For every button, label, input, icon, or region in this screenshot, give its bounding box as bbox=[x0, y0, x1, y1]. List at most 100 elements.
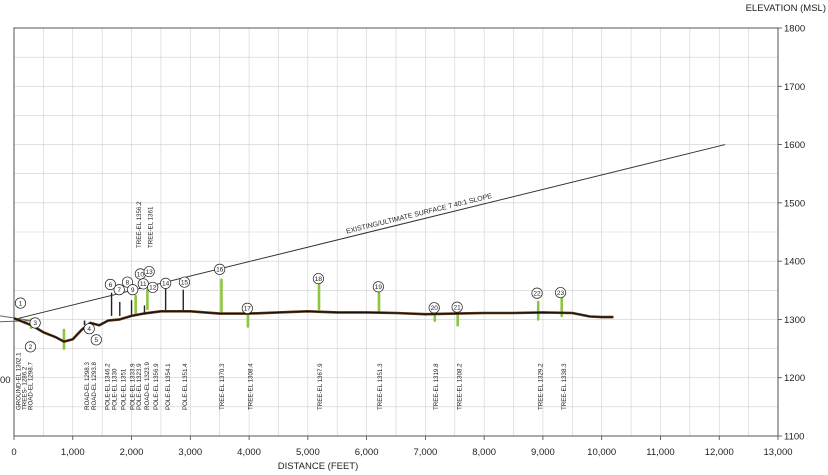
obstruction-label: ROAD-EL 1298.7 bbox=[28, 362, 35, 410]
x-tick-label: 2,000 bbox=[120, 447, 144, 458]
obstruction-label: POLE-EL 1351 bbox=[120, 368, 127, 410]
x-tick-label: 11,000 bbox=[646, 447, 674, 458]
obstruction-label: TREE-EL 1308.4 bbox=[247, 363, 254, 410]
callout-circle bbox=[113, 284, 125, 296]
x-tick-label: 6,000 bbox=[355, 447, 379, 458]
x-tick-label: 13,000 bbox=[763, 447, 792, 458]
callout-circle bbox=[178, 276, 190, 288]
obstruction-label: POLE-EL 1333.9 bbox=[130, 363, 137, 410]
y-axis-title: ELEVATION (MSL) bbox=[746, 3, 826, 14]
obstruction-label: TREE-EL 1338.3 bbox=[561, 363, 568, 410]
callout-number: 22 bbox=[533, 291, 541, 298]
obstruction-label: TREE-EL 1367.9 bbox=[317, 363, 324, 410]
plot-border bbox=[13, 27, 779, 437]
callout-circle bbox=[451, 301, 463, 313]
surface-slope-line: EXISTING/ULTIMATE SURFACE 7 40:1 SLOPE bbox=[0, 144, 726, 323]
obstruction-label: ROAD-EL 1323.9 bbox=[144, 362, 151, 410]
x-tick-label: 12,000 bbox=[705, 447, 734, 458]
pole-marks bbox=[34, 287, 184, 328]
y-tick-label: 1100 bbox=[784, 432, 804, 443]
obstruction-label-upper: TREE-EL 1361 bbox=[147, 206, 154, 248]
y-tick-label: 1800 bbox=[784, 24, 805, 35]
callout-number: 12 bbox=[149, 285, 157, 292]
callout-circle bbox=[147, 281, 159, 293]
tree-marks bbox=[29, 278, 564, 350]
callout-number: 15 bbox=[181, 279, 189, 286]
obstruction-label: POLE-EL 1354.1 bbox=[165, 363, 172, 410]
y-tick-label: 1500 bbox=[784, 198, 805, 209]
callout-number: 8 bbox=[126, 279, 130, 286]
plot-frame bbox=[13, 27, 779, 437]
x-tick-label: 4,000 bbox=[237, 447, 261, 458]
x-tick-label: 1,000 bbox=[61, 447, 85, 458]
y-tick-label: 1200 bbox=[784, 373, 805, 384]
callout-number: 9 bbox=[131, 287, 135, 294]
x-tick-label: 0 bbox=[11, 447, 16, 458]
callout-number: 20 bbox=[431, 305, 439, 312]
x-tick-label: 10,000 bbox=[587, 447, 616, 458]
obstruction-label: ROAD-EL 1298.3 bbox=[84, 362, 91, 410]
callout-number: 18 bbox=[315, 276, 323, 283]
obstruction-label: POLE-EL 1351.4 bbox=[182, 363, 189, 410]
callout-number: 1 bbox=[19, 300, 23, 307]
x-axis-ticks: 0 1,000 2,000 3,000 4,000 5,000 6,000 7,000 8,00… bbox=[11, 436, 793, 458]
obstruction-label: TREE-EL 1370.3 bbox=[219, 363, 226, 410]
callout-circle bbox=[24, 341, 37, 353]
callout-number: 11 bbox=[140, 281, 147, 288]
obstruction-label: GROUND-EL 1302.1 bbox=[16, 352, 23, 410]
callout-circle bbox=[143, 266, 155, 278]
ground-profile-core bbox=[13, 310, 614, 343]
callout-circle bbox=[83, 323, 95, 335]
callout-circle bbox=[160, 277, 172, 289]
y-tick-label: 1300 bbox=[784, 315, 805, 326]
callout-circle bbox=[372, 281, 384, 293]
obstruction-label: POLE-EL 1323.9 bbox=[136, 363, 143, 410]
obstruction-label: POLE-EL 1356.9 bbox=[153, 363, 160, 410]
callout-circle bbox=[312, 273, 324, 285]
obstruction-label: TREE-EL 1308.2 bbox=[456, 363, 463, 410]
callout-number: 3 bbox=[33, 320, 37, 327]
x-tick-label: 3,000 bbox=[178, 447, 202, 458]
callout-circle bbox=[104, 278, 116, 291]
obstruction-label-upper: TREE-EL 1356.2 bbox=[136, 201, 143, 248]
surface-label: EXISTING/ULTIMATE SURFACE 7 40:1 SLOPE bbox=[346, 193, 494, 236]
callout-circle bbox=[29, 317, 41, 329]
callout-circle bbox=[90, 334, 102, 346]
obstruction-label: POLE-EL 1330 bbox=[111, 368, 118, 410]
callout-circle bbox=[121, 276, 133, 288]
y-tick-label: 1700 bbox=[784, 82, 805, 93]
callout-number: 21 bbox=[454, 304, 462, 311]
obstruction-label: TREE-EL 1319.8 bbox=[433, 363, 440, 410]
callout-number: 10 bbox=[137, 271, 145, 278]
ground-profile-line bbox=[13, 309, 614, 343]
callout-number: 4 bbox=[87, 326, 91, 333]
callout-number: 14 bbox=[162, 281, 170, 288]
x-tick-label: 7,000 bbox=[413, 447, 437, 458]
grid-lines bbox=[13, 27, 779, 437]
obstruction-label: TREES- 1286.2 bbox=[21, 366, 28, 410]
callout-circle bbox=[14, 297, 27, 309]
callout-number: 13 bbox=[146, 269, 154, 276]
callout-number: 7 bbox=[117, 287, 121, 294]
callout-circle bbox=[428, 302, 440, 314]
approach-line bbox=[0, 320, 32, 323]
callout-number: 17 bbox=[244, 306, 252, 313]
callout-circle bbox=[214, 263, 226, 275]
obstruction-label: TREE-EL 1329.2 bbox=[538, 363, 545, 410]
x-tick-label: 9,000 bbox=[531, 447, 555, 458]
ground-profile bbox=[13, 309, 614, 343]
callout-circle bbox=[555, 287, 567, 299]
obstruction-label: POLE-EL 1346.2 bbox=[104, 363, 111, 410]
callout-number: 6 bbox=[109, 282, 113, 289]
x-tick-label: 8,000 bbox=[472, 447, 496, 458]
y-tick-label: 1400 bbox=[784, 257, 805, 268]
callout-circle bbox=[531, 287, 543, 299]
left-partial-tick-label: 00 bbox=[0, 375, 11, 386]
callout-number: 19 bbox=[375, 284, 383, 291]
callout-circle bbox=[127, 284, 139, 296]
y-axis-ticks: 1100 1200 1300 1400 1500 1600 1700 1800 bbox=[778, 24, 805, 443]
x-axis-title: DISTANCE (FEET) bbox=[278, 461, 359, 472]
